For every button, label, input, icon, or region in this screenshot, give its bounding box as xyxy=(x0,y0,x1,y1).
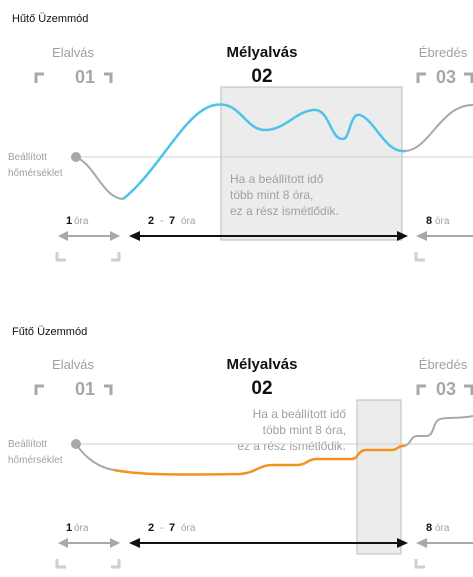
duration-left-unit: óra xyxy=(74,523,89,534)
repeat-region-box xyxy=(220,86,403,241)
phase-mid-number: 02 xyxy=(251,378,272,399)
bracket-right-icon xyxy=(104,384,113,395)
wake-curve xyxy=(404,104,473,152)
cooling-diagram: Hűtő Üzemmód Elalvás Mélyalvás Ébredés 0… xyxy=(8,13,473,262)
heating-diagram: Fűtő Üzemmód Elalvás Mélyalvás Ébredés 0… xyxy=(8,326,473,569)
phase-right-label: Ébredés xyxy=(419,45,468,60)
bracket-left-icon xyxy=(416,384,426,395)
duration-mid-end: 7 xyxy=(169,215,175,227)
setpoint-label-line1: Beállított xyxy=(8,439,47,450)
duration-left-unit: óra xyxy=(74,216,89,227)
bracket-right-icon xyxy=(464,384,473,395)
bracket-left-icon xyxy=(34,72,44,83)
duration-left-arrow xyxy=(58,231,120,241)
duration-mid-start: 2 xyxy=(148,215,154,227)
heating-mode-panel: Fűtő Üzemmód Elalvás Mélyalvás Ébredés 0… xyxy=(0,289,473,577)
corner-bracket-icon xyxy=(55,252,66,262)
note-line-3: ez a rész ismétlődik. xyxy=(237,439,346,453)
corner-bracket-icon xyxy=(111,252,121,262)
duration-right-unit: óra xyxy=(435,523,450,534)
duration-right-number: 8 xyxy=(426,215,432,227)
duration-right-arrow xyxy=(416,538,473,548)
corner-bracket-icon xyxy=(55,559,66,569)
duration-right-arrow xyxy=(416,231,473,241)
mode-title: Fűtő Üzemmód xyxy=(12,326,87,338)
note-line-2: több mint 8 óra, xyxy=(263,423,346,437)
sleep-onset-curve xyxy=(75,156,124,200)
cooling-deep-sleep-curve xyxy=(122,103,406,200)
duration-mid-end: 7 xyxy=(169,522,175,534)
phase-right-number-group: 03 xyxy=(416,379,473,399)
phase-left-number-group: 01 xyxy=(34,67,113,87)
duration-mid-start: 2 xyxy=(148,522,154,534)
duration-mid-arrow xyxy=(129,538,408,548)
bracket-left-icon xyxy=(34,384,44,395)
setpoint-label-line2: hőmérséklet xyxy=(8,168,63,179)
mode-title: Hűtő Üzemmód xyxy=(12,13,88,25)
setpoint-label-line2: hőmérséklet xyxy=(8,455,63,466)
wake-curve xyxy=(404,415,473,447)
duration-mid-unit: óra xyxy=(181,523,196,534)
sleep-onset-curve xyxy=(75,443,115,471)
duration-right-number: 8 xyxy=(426,522,432,534)
phase-right-number-group: 03 xyxy=(416,67,473,87)
note-line-1: Ha a beállított idő xyxy=(230,172,324,186)
cooling-mode-panel: Hűtő Üzemmód Elalvás Mélyalvás Ébredés 0… xyxy=(8,13,473,262)
duration-left-number: 1 xyxy=(66,522,72,534)
phase-mid-label: Mélyalvás xyxy=(227,356,298,373)
note-line-2: több mint 8 óra, xyxy=(230,188,313,202)
phase-mid-label: Mélyalvás xyxy=(227,44,298,61)
note-line-1: Ha a beállított idő xyxy=(253,407,347,421)
bracket-right-icon xyxy=(104,72,113,83)
phase-left-number-group: 01 xyxy=(34,379,113,399)
corner-bracket-icon xyxy=(111,559,121,569)
corner-bracket-icon xyxy=(414,252,425,262)
duration-mid-arrow xyxy=(129,231,408,241)
phase-right-number: 03 xyxy=(436,67,456,87)
phase-right-number: 03 xyxy=(436,379,456,399)
duration-right-unit: óra xyxy=(435,216,450,227)
bracket-right-icon xyxy=(464,72,473,83)
duration-mid-sep: - xyxy=(160,215,164,227)
phase-left-number: 01 xyxy=(75,67,95,87)
note-line-3: ez a rész ismétlődik. xyxy=(230,204,339,218)
phase-right-label: Ébredés xyxy=(419,357,468,372)
repeat-region-box xyxy=(356,399,402,555)
setpoint-label-line1: Beállított xyxy=(8,152,47,163)
phase-mid-number: 02 xyxy=(251,66,272,87)
duration-mid-unit: óra xyxy=(181,216,196,227)
duration-left-arrow xyxy=(58,538,120,548)
heating-deep-sleep-curve xyxy=(113,444,406,476)
phase-left-label: Elalvás xyxy=(52,45,94,60)
duration-mid-sep: - xyxy=(160,522,164,534)
phase-left-label: Elalvás xyxy=(52,357,94,372)
corner-bracket-icon xyxy=(414,559,425,569)
duration-left-number: 1 xyxy=(66,215,72,227)
phase-left-number: 01 xyxy=(75,379,95,399)
bracket-left-icon xyxy=(416,72,426,83)
